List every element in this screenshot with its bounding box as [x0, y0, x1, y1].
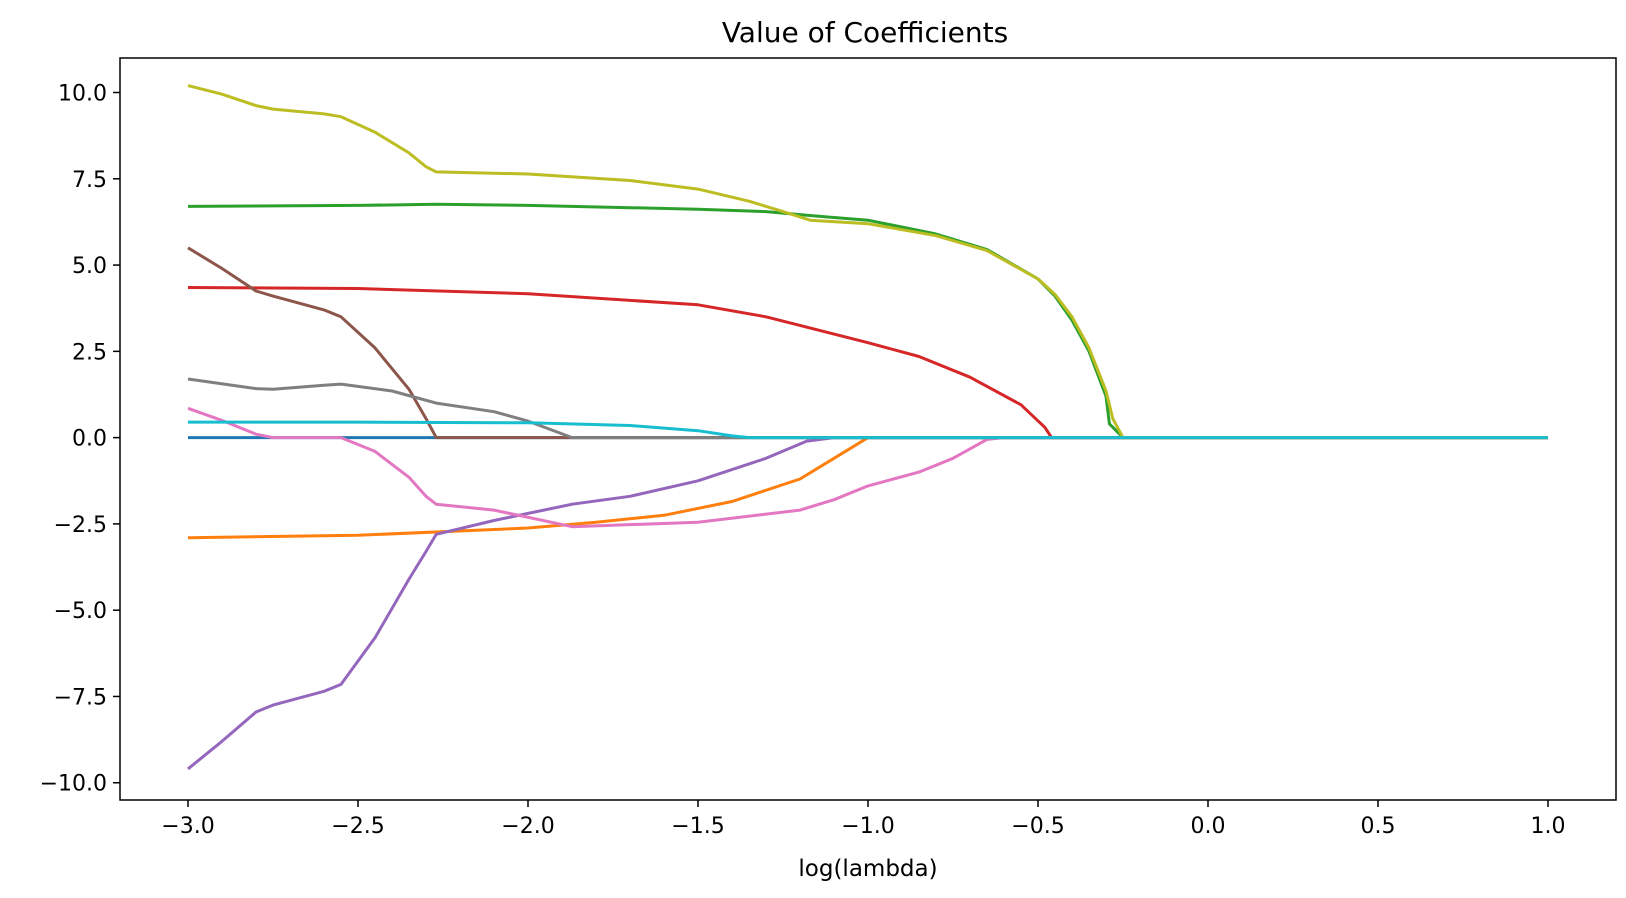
y-tick-label: −5.0: [54, 599, 107, 624]
x-axis-label: log(lambda): [798, 856, 937, 882]
y-axis: 10.0 7.5 5.0 2.5 0.0 −2.5 −5.0 −7.5 −10.0: [40, 82, 120, 797]
series-line-7: [187, 406, 1548, 529]
y-tick-label: −2.5: [54, 513, 107, 538]
series-line-5: [187, 436, 1548, 771]
y-tick-label: 10.0: [58, 82, 107, 107]
x-axis: −3.0 −2.5 −2.0 −1.5 −1.0 −0.5 0.0 0.5 1.0: [161, 800, 1566, 839]
series-layer: [187, 84, 1548, 771]
x-tick-label: −2.0: [501, 814, 554, 839]
y-tick-label: 5.0: [72, 254, 107, 279]
x-tick-label: −1.5: [671, 814, 724, 839]
series-line-8: [187, 377, 1548, 440]
x-tick-label: 0.0: [1191, 814, 1226, 839]
series-line-4: [187, 286, 1548, 440]
series-line-10: [188, 420, 1548, 440]
x-tick-label: −0.5: [1011, 814, 1064, 839]
x-tick-label: 1.0: [1531, 814, 1566, 839]
series-line-9: [187, 84, 1548, 440]
x-tick-label: −3.0: [161, 814, 214, 839]
x-tick-label: −2.5: [331, 814, 384, 839]
y-tick-label: 0.0: [72, 427, 107, 452]
x-tick-label: −1.0: [841, 814, 894, 839]
y-tick-label: 7.5: [72, 168, 107, 193]
y-tick-label: 2.5: [72, 340, 107, 365]
series-line-6: [187, 246, 1548, 440]
x-tick-label: 0.5: [1361, 814, 1396, 839]
chart-title: Value of Coefficients: [722, 16, 1008, 49]
y-tick-label: −7.5: [54, 685, 107, 710]
y-tick-label: −10.0: [40, 772, 107, 797]
